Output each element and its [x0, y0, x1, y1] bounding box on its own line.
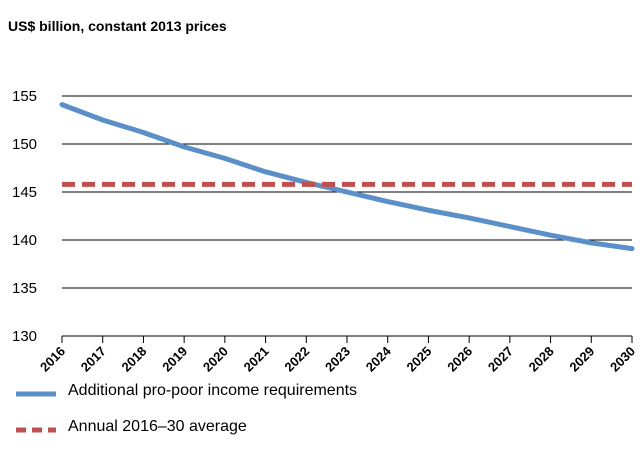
x-tick-label: 2025	[403, 344, 434, 375]
x-tick-label: 2018	[118, 344, 149, 375]
x-tick-label: 2020	[200, 344, 231, 375]
chart-title: US$ billion, constant 2013 prices	[8, 18, 227, 34]
legend-label-series-1: Additional pro-poor income requirements	[68, 382, 358, 399]
x-tick-label: 2016	[37, 344, 68, 375]
legend-label-series-2: Annual 2016–30 average	[68, 418, 247, 435]
x-tick-label: 2026	[444, 344, 475, 375]
x-tick-label: 2024	[363, 343, 395, 375]
x-tick-label: 2019	[159, 344, 190, 375]
legend-item-series-2: Annual 2016–30 average	[16, 418, 247, 436]
x-tick-label: 2021	[241, 344, 272, 375]
series-line-1	[59, 102, 635, 252]
legend-swatch-series-2	[16, 422, 56, 433]
legend-item-series-1: Additional pro-poor income requirements	[13, 382, 358, 400]
y-tick-label: 145	[12, 184, 37, 201]
x-tick-label: 2023	[322, 344, 353, 375]
x-tick-label: 2029	[566, 344, 597, 375]
y-tick-label: 130	[12, 328, 37, 345]
y-tick-label: 140	[12, 232, 37, 249]
y-tick-label: 155	[12, 88, 37, 105]
x-tick-label: 2028	[526, 344, 557, 375]
x-tick-label: 2027	[485, 344, 516, 375]
axes: 130 135 140 145 150 155 2016 2017 2018 2019 2020 20…	[12, 88, 638, 375]
legend-swatch-series-1	[13, 386, 59, 397]
series	[59, 102, 635, 252]
x-tick-label: 2017	[78, 344, 109, 375]
x-tick-label: 2022	[281, 344, 312, 375]
y-tick-label: 150	[12, 136, 37, 153]
y-tick-label: 135	[12, 280, 37, 297]
x-tick-label: 2030	[607, 344, 638, 375]
